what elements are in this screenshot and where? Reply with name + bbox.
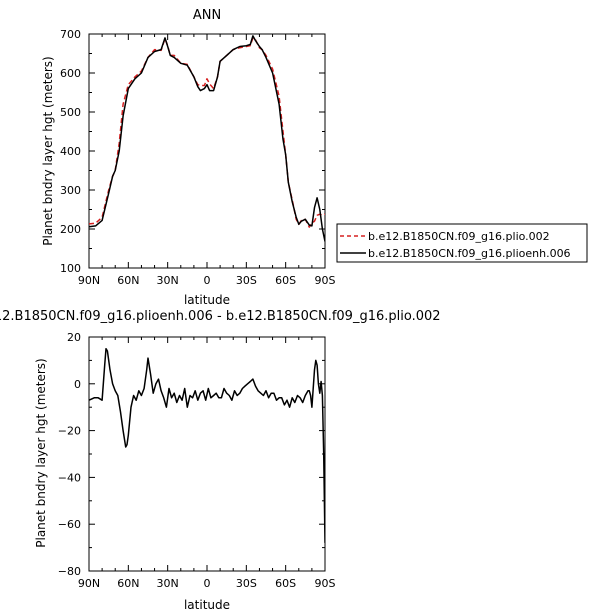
legend-label-plio-002: b.e12.B1850CN.f09_g16.plio.002 bbox=[368, 230, 550, 243]
top-chart-plot-area: 90N 60N 30N 0 30S 60S 90S 100 200 300 400 500 600 700 bbox=[60, 28, 336, 287]
series-line-1-0 bbox=[89, 347, 325, 543]
legend-label-plioenh-006: b.e12.B1850CN.f09_g16.plioenh.006 bbox=[368, 247, 571, 260]
series-line-0-0 bbox=[89, 37, 325, 228]
plot-frame bbox=[88, 336, 326, 572]
chart-legend: b.e12.B1850CN.f09_g16.plio.002 b.e12.B18… bbox=[336, 223, 588, 263]
y-tick-label: −80 bbox=[58, 565, 81, 578]
bottom-chart-x-axis-label: latitude bbox=[184, 598, 230, 612]
bottom-chart-panel: b.e12.B1850CN.f09_g16.plioenh.006 - b.e1… bbox=[0, 309, 441, 612]
y-tick-label: 100 bbox=[60, 262, 81, 275]
bottom-chart-y-axis-label: Planet bndry layer hgt (meters) bbox=[34, 358, 48, 548]
y-tick-label: 700 bbox=[60, 28, 81, 41]
y-tick-label: 400 bbox=[60, 145, 81, 158]
x-tick-label: 90N bbox=[78, 274, 100, 287]
legend-box bbox=[336, 223, 588, 263]
y-tick-label: −40 bbox=[58, 471, 81, 484]
y-tick-label: 0 bbox=[74, 378, 81, 391]
top-chart-y-axis-label: Planet bndry layer hgt (meters) bbox=[41, 56, 55, 246]
x-tick-label: 0 bbox=[204, 274, 211, 287]
bottom-chart-plot-area: 90N 60N 30N 0 30S 60S 90S −80 −60 −40 −20 0 20 bbox=[58, 331, 336, 590]
x-tick-label: 30S bbox=[236, 274, 257, 287]
x-tick-label: 30S bbox=[236, 577, 257, 590]
y-tick-label: 200 bbox=[60, 223, 81, 236]
x-tick-label: 60N bbox=[117, 577, 139, 590]
x-tick-label: 60S bbox=[275, 577, 296, 590]
series-line-0-1 bbox=[89, 35, 325, 242]
y-tick-label: 20 bbox=[67, 331, 81, 344]
y-tick-label: 600 bbox=[60, 67, 81, 80]
x-tick-label: 30N bbox=[157, 274, 179, 287]
plot-frame bbox=[88, 33, 326, 269]
x-tick-label: 0 bbox=[204, 577, 211, 590]
bottom-chart-title: b.e12.B1850CN.f09_g16.plioenh.006 - b.e1… bbox=[0, 309, 441, 324]
y-tick-label: −20 bbox=[58, 425, 81, 438]
x-tick-label: 90S bbox=[315, 274, 336, 287]
x-tick-label: 60N bbox=[117, 274, 139, 287]
top-chart-panel: ANN Planet bndry layer hgt (meters) lati… bbox=[41, 8, 588, 307]
y-tick-label: 500 bbox=[60, 106, 81, 119]
x-tick-label: 90N bbox=[78, 577, 100, 590]
y-tick-label: 300 bbox=[60, 184, 81, 197]
x-tick-label: 30N bbox=[157, 577, 179, 590]
x-tick-label: 90S bbox=[315, 577, 336, 590]
top-chart-x-axis-label: latitude bbox=[184, 293, 230, 307]
y-tick-label: −60 bbox=[58, 518, 81, 531]
x-tick-label: 60S bbox=[275, 274, 296, 287]
top-chart-title: ANN bbox=[193, 8, 221, 23]
